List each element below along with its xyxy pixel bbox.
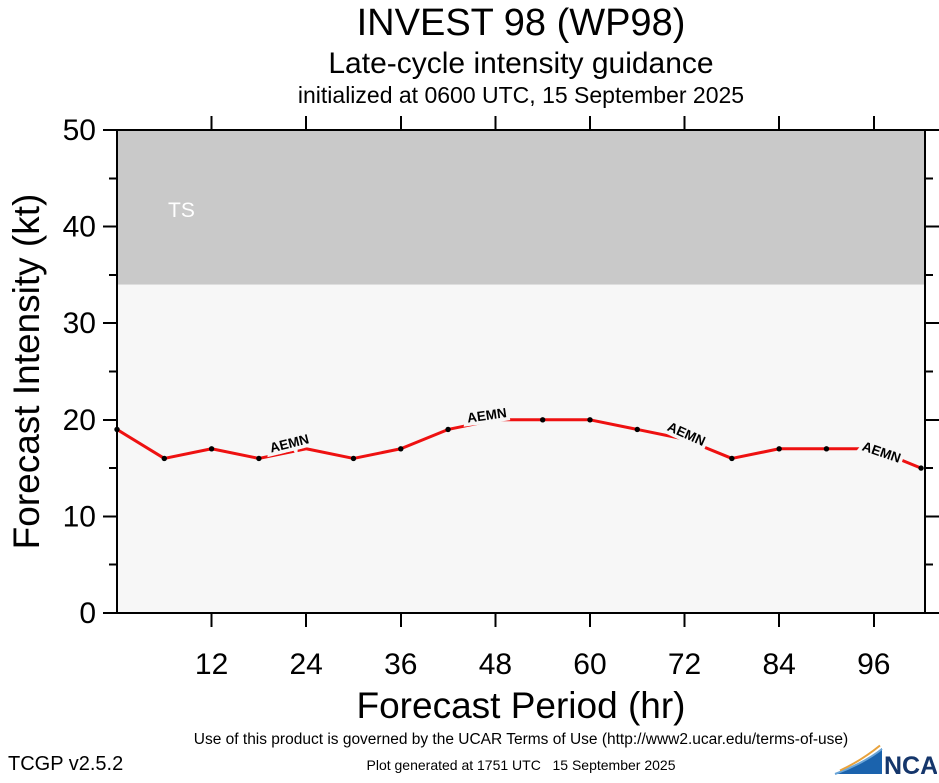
data-point bbox=[776, 446, 782, 452]
data-point bbox=[161, 455, 167, 462]
data-point bbox=[587, 417, 593, 423]
data-point bbox=[729, 455, 735, 462]
x-axis-title: Forecast Period (hr) bbox=[357, 685, 686, 726]
data-point bbox=[114, 426, 120, 433]
series-line-aemn bbox=[116, 418, 922, 470]
x-tick-label: 12 bbox=[195, 648, 228, 681]
data-point bbox=[398, 446, 404, 452]
data-point bbox=[634, 426, 640, 433]
generated-timestamp: Plot generated at 1751 UTC 15 September … bbox=[366, 757, 676, 773]
data-point bbox=[445, 426, 451, 433]
x-tick-label: 36 bbox=[384, 648, 417, 681]
y-tick-label: 30 bbox=[63, 307, 96, 340]
x-tick-label: 60 bbox=[573, 648, 606, 681]
ncar-swoosh-edge bbox=[834, 748, 883, 775]
page-subtitle: Late-cycle intensity guidance bbox=[328, 47, 714, 80]
y-tick-label: 10 bbox=[63, 500, 96, 533]
y-tick-label: 0 bbox=[79, 597, 96, 630]
data-point bbox=[256, 455, 262, 462]
x-tick-label: 48 bbox=[479, 648, 512, 681]
ncar-swoosh-icon bbox=[835, 748, 882, 774]
data-point bbox=[823, 446, 830, 452]
ncar-logo: NCAR bbox=[833, 744, 939, 783]
y-axis-title: Forecast Intensity (kt) bbox=[6, 194, 47, 550]
x-tick-label: 84 bbox=[762, 648, 795, 681]
zone-ts bbox=[117, 130, 925, 285]
zone-label-ts: TS bbox=[168, 199, 195, 222]
ncar-logo-text: NCAR bbox=[884, 752, 937, 778]
terms-of-use-text: Use of this product is governed by the U… bbox=[193, 731, 849, 748]
app-version-label: TCGP v2.5.2 bbox=[8, 753, 124, 775]
data-point bbox=[350, 455, 357, 462]
y-tick-label: 40 bbox=[63, 211, 96, 244]
y-tick-label: 20 bbox=[63, 404, 96, 437]
data-point bbox=[208, 446, 215, 452]
y-tick-label: 50 bbox=[63, 114, 96, 147]
data-point bbox=[918, 465, 924, 471]
init-time-line: initialized at 0600 UTC, 15 September 20… bbox=[297, 82, 745, 108]
data-point bbox=[539, 417, 546, 423]
ncar-orange-arc-icon bbox=[839, 744, 881, 772]
plot-frame bbox=[116, 129, 926, 614]
x-tick-label: 72 bbox=[668, 648, 701, 681]
page-title: INVEST 98 (WP98) bbox=[356, 2, 686, 44]
x-tick-label: 24 bbox=[290, 648, 323, 681]
x-tick-label: 96 bbox=[857, 648, 890, 681]
